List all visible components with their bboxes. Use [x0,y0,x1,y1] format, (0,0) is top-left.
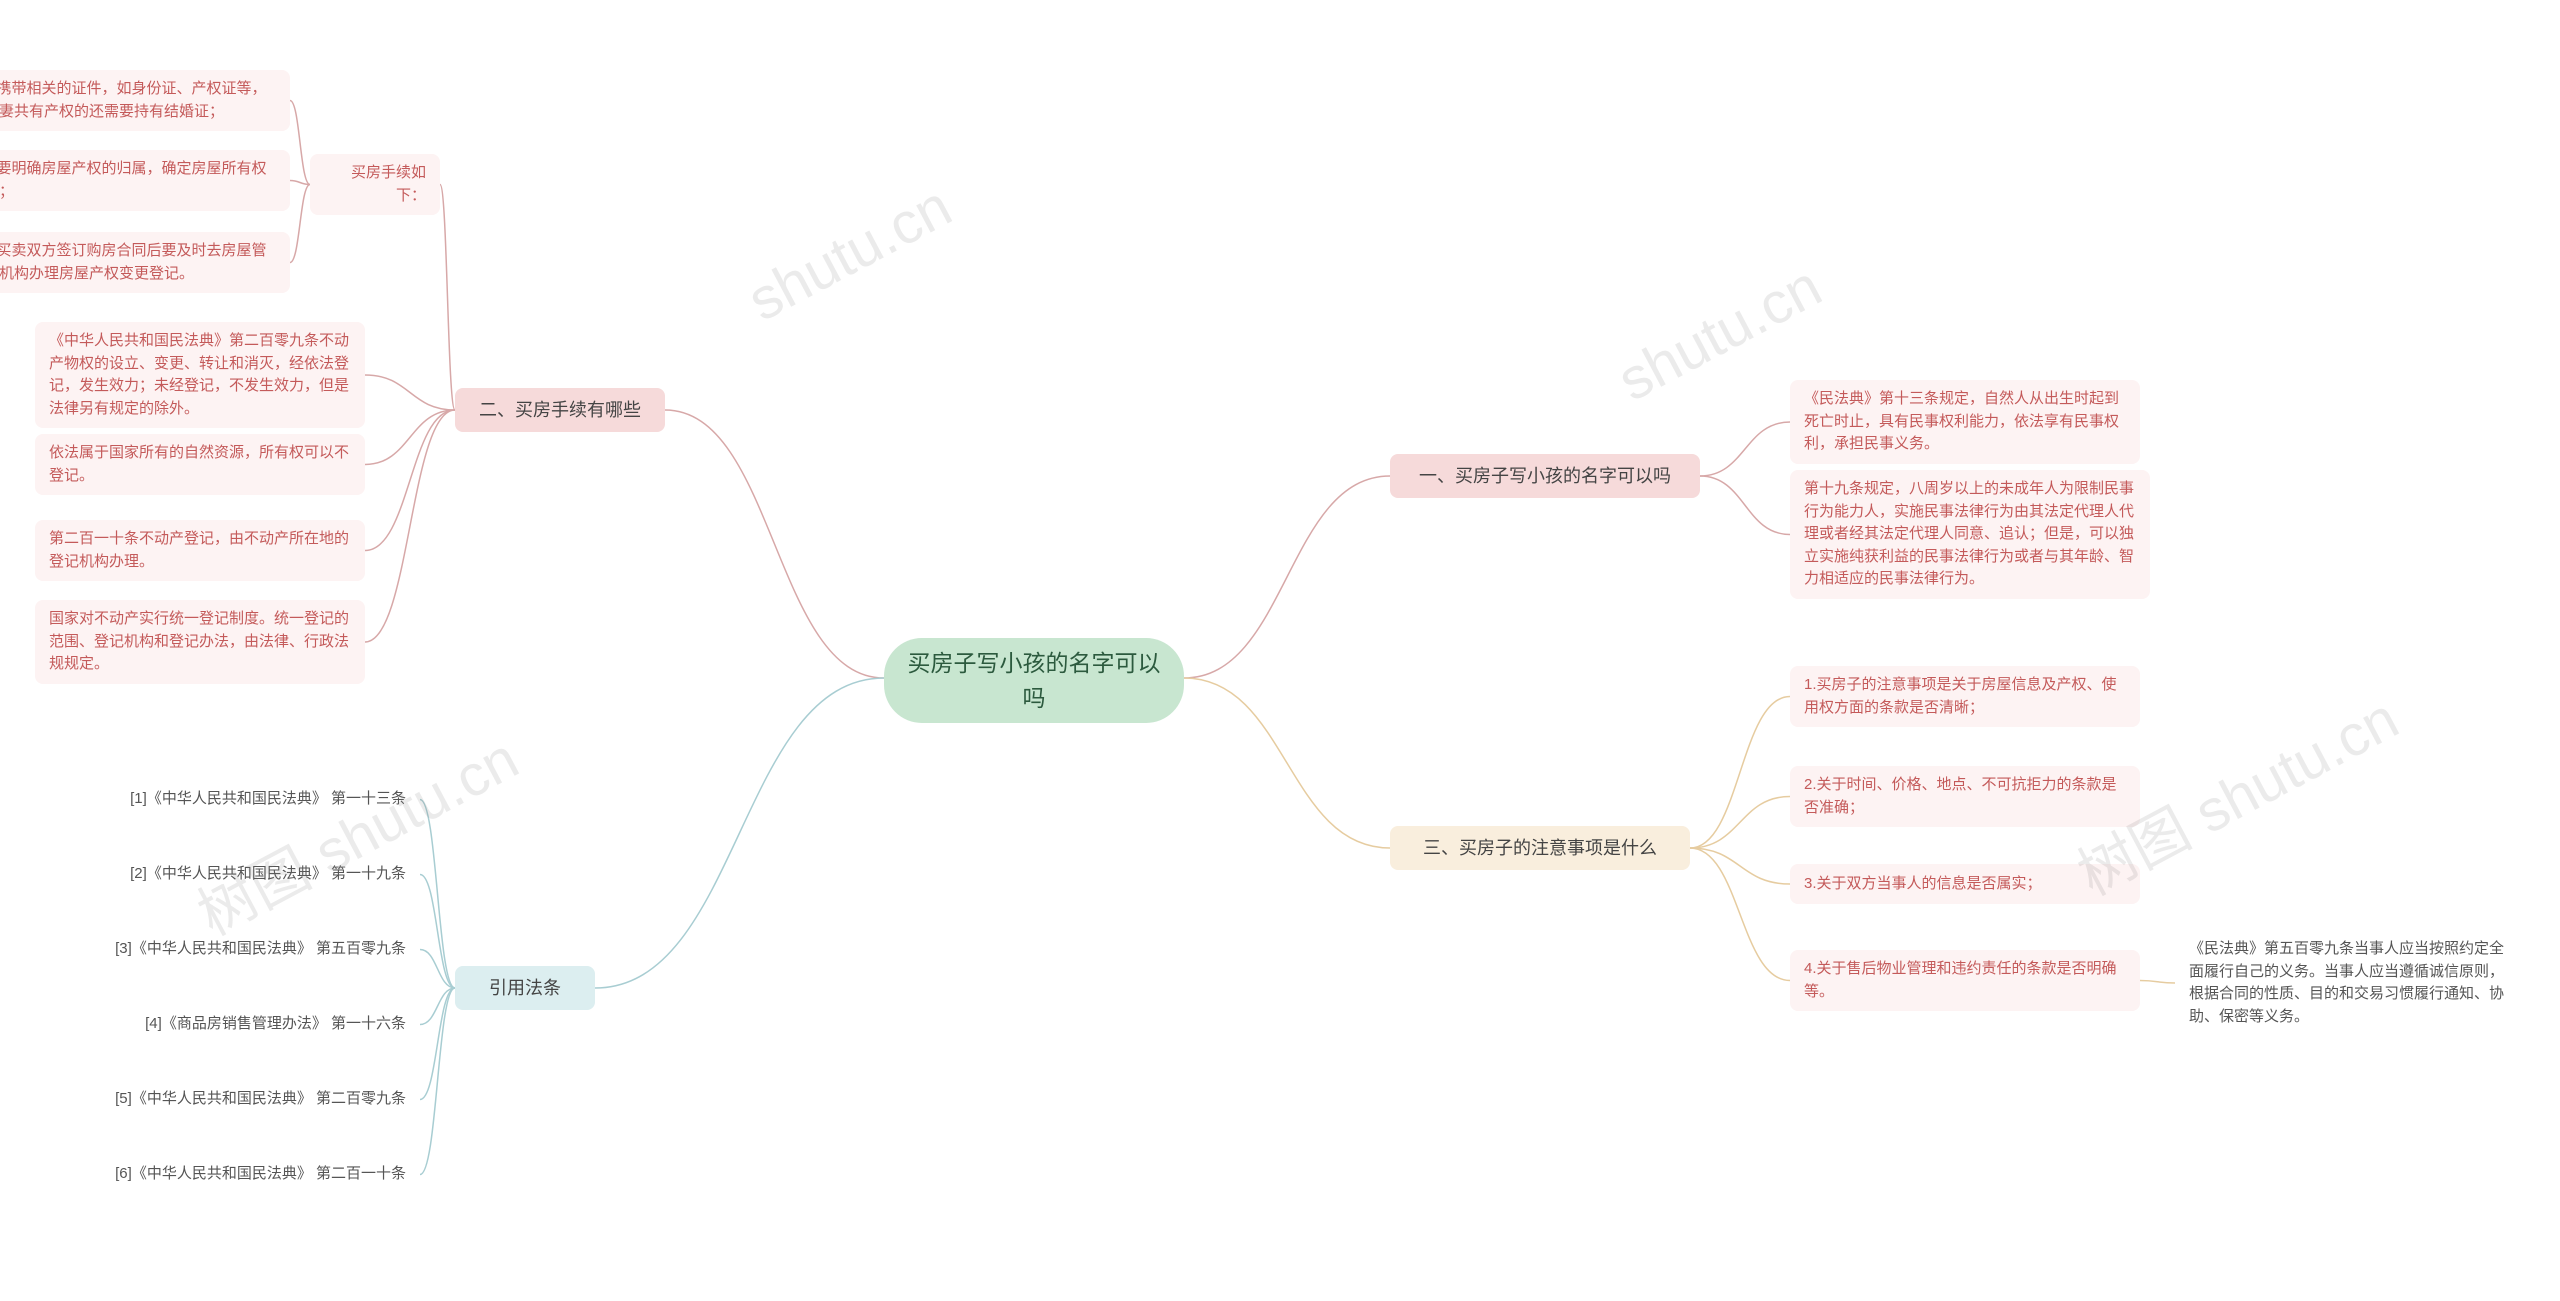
root-node: 买房子写小孩的名字可以吗 [884,638,1184,723]
branch-b3: 三、买房子的注意事项是什么 [1390,826,1690,870]
leaf-b2c1: 《中华人民共和国民法典》第二百零九条不动产物权的设立、变更、转让和消灭，经依法登… [35,322,365,428]
leaf-b4c6: [6]《中华人民共和国民法典》 第二百一十条 [86,1155,420,1194]
leaf-b4c2: [2]《中华人民共和国民法典》 第一十九条 [100,855,420,894]
leaf-b2c0a: 1.携带相关的证件，如身份证、产权证等，夫妻共有产权的还需要持有结婚证； [0,70,290,131]
leaf-b2c0b: 2.要明确房屋产权的归属，确定房屋所有权人； [0,150,290,211]
leaf-b4c5: [5]《中华人民共和国民法典》 第二百零九条 [86,1080,420,1119]
leaf-b2c0c: 3.买卖双方签订购房合同后要及时去房屋管理机构办理房屋产权变更登记。 [0,232,290,293]
leaf-b4c1: [1]《中华人民共和国民法典》 第一十三条 [100,780,420,819]
leaf-b3c2: 2.关于时间、价格、地点、不可抗拒力的条款是否准确； [1790,766,2140,827]
leaf-b3c3: 3.关于双方当事人的信息是否属实； [1790,864,2140,904]
leaf-b2c0: 买房手续如下： [310,154,440,215]
branch-b4: 引用法条 [455,966,595,1010]
leaf-b1c1: 《民法典》第十三条规定，自然人从出生时起到死亡时止，具有民事权利能力，依法享有民… [1790,380,2140,464]
leaf-b3c4: 4.关于售后物业管理和违约责任的条款是否明确等。 [1790,950,2140,1011]
watermark: 树图 shutu.cn [181,712,531,951]
leaf-b2c2: 依法属于国家所有的自然资源，所有权可以不登记。 [35,434,365,495]
leaf-b4c3: [3]《中华人民共和国民法典》 第五百零九条 [86,930,420,969]
leaf-b3c1: 1.买房子的注意事项是关于房屋信息及产权、使用权方面的条款是否清晰； [1790,666,2140,727]
branch-b1: 一、买房子写小孩的名字可以吗 [1390,454,1700,498]
leaf-b4c4: [4]《商品房销售管理办法》 第一十六条 [118,1005,420,1044]
leaf-b3c4a: 《民法典》第五百零九条当事人应当按照约定全面履行自己的义务。当事人应当遵循诚信原… [2175,930,2530,1036]
leaf-b1c2: 第十九条规定，八周岁以上的未成年人为限制民事行为能力人，实施民事法律行为由其法定… [1790,470,2150,599]
watermark: shutu.cn [737,172,962,334]
leaf-b2c4: 国家对不动产实行统一登记制度。统一登记的范围、登记机构和登记办法，由法律、行政法… [35,600,365,684]
leaf-b2c3: 第二百一十条不动产登记，由不动产所在地的登记机构办理。 [35,520,365,581]
branch-b2: 二、买房手续有哪些 [455,388,665,432]
